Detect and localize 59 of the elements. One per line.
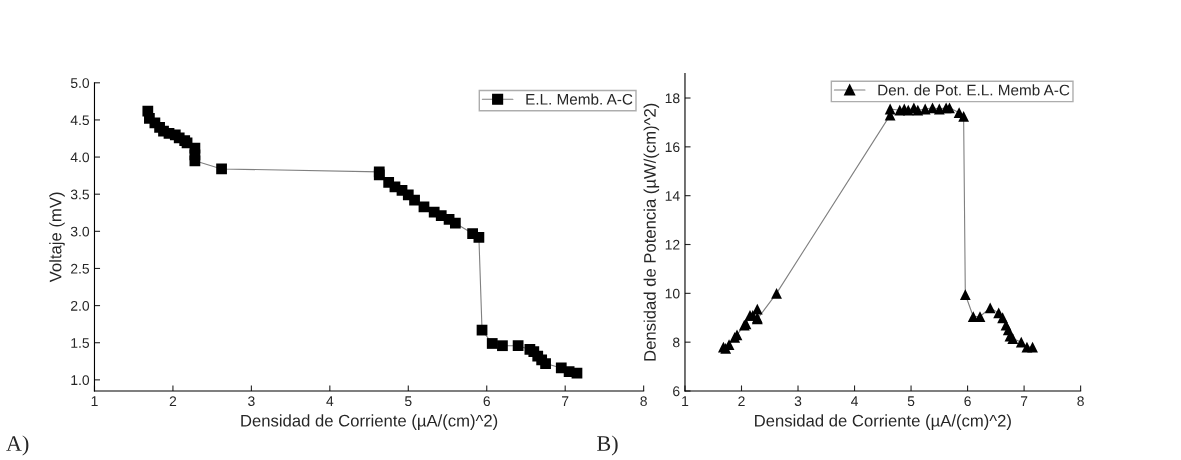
point: [958, 110, 969, 122]
text: A): [6, 435, 29, 456]
legend-label: E.L. Memb. A-C: [526, 93, 633, 105]
x-axis-title: Densidad de Corriente (µA/(cm)^2): [241, 414, 498, 430]
x-tick-label: 4: [851, 396, 858, 406]
point: [449, 217, 461, 229]
x-tick-label: 7: [1020, 396, 1028, 406]
y-tick-label: 4.5: [70, 115, 90, 126]
x-tick-label: 4: [326, 396, 334, 406]
x-tick-label: 6: [483, 396, 490, 407]
x-tick-label: 7: [562, 396, 569, 406]
point: [571, 367, 583, 379]
y-axis-title: Voltaje (mV): [49, 192, 65, 283]
y-axis-title: Densidad de Potencia (µW/(cm)^2): [643, 103, 660, 361]
point: [944, 102, 955, 114]
y-tick-label: 18: [665, 93, 680, 104]
y-tick-label: 3.5: [70, 189, 90, 200]
point: [884, 103, 896, 115]
x-tick-label: 5: [404, 396, 412, 407]
x-tick-label: 3: [248, 396, 255, 407]
x-tick-label: 3: [794, 396, 802, 407]
x-tick-label: 1: [682, 396, 689, 406]
point: [409, 194, 420, 206]
y-tick-label: 5.0: [70, 78, 90, 88]
y-tick-label: 8: [673, 337, 680, 348]
y-tick-label: 16: [665, 142, 680, 153]
y-tick-label: 14: [665, 191, 680, 201]
y-tick-label: 3.0: [70, 226, 90, 237]
point: [189, 155, 201, 167]
text: B): [597, 435, 618, 456]
x-tick-label: 2: [738, 396, 745, 406]
y-tick-label: 10: [665, 288, 680, 299]
y-tick-label: 1.0: [71, 375, 90, 386]
x-tick-label: 5: [907, 396, 915, 407]
point: [473, 231, 485, 243]
point: [771, 287, 782, 299]
x-tick-label: 2: [169, 396, 177, 406]
y-tick-label: 4.0: [70, 152, 90, 163]
point: [418, 201, 430, 213]
legend-label: Den. de Pot. E.L. Memb A-C: [878, 84, 1070, 96]
point: [512, 340, 524, 352]
x-tick-label: 8: [640, 396, 647, 407]
y-tick-label: 12: [665, 239, 680, 250]
y-tick-label: 1.5: [71, 338, 90, 348]
y-tick-label: 6: [673, 386, 680, 397]
point: [984, 302, 996, 314]
point: [497, 340, 508, 352]
x-axis-title: Densidad de Corriente (µA/(cm)^2): [755, 414, 1011, 430]
point: [216, 163, 227, 175]
point: [486, 338, 498, 349]
x-tick-label: 1: [91, 396, 98, 406]
y-tick-label: 2.5: [71, 263, 90, 274]
point: [959, 289, 971, 300]
x-tick-label: 8: [1077, 396, 1084, 407]
y-tick-label: 2.0: [71, 300, 90, 311]
point: [1015, 336, 1027, 348]
x-tick-label: 6: [964, 396, 971, 407]
point: [540, 358, 551, 369]
point: [912, 104, 924, 116]
